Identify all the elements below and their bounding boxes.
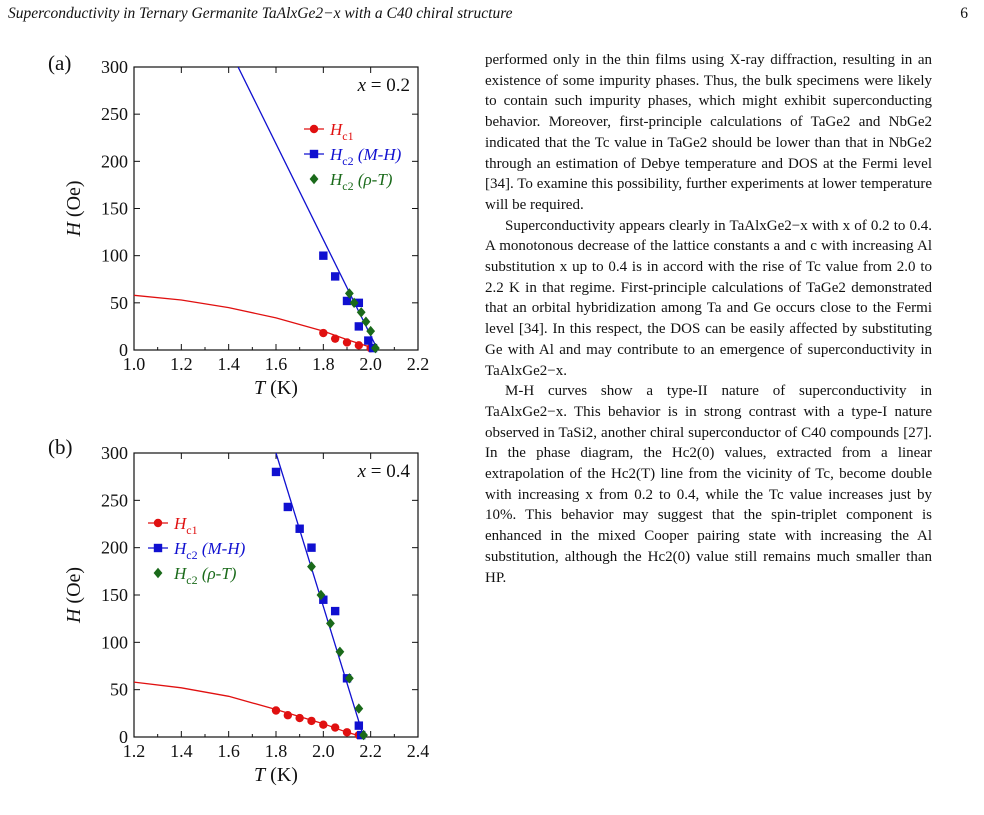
x-tick-label: 2.2 — [359, 741, 382, 761]
data-point — [361, 316, 371, 327]
y-tick-label: 0 — [119, 727, 128, 747]
legend-marker — [309, 173, 319, 185]
y-tick-label: 100 — [101, 632, 128, 652]
data-point — [356, 307, 366, 318]
x-tick-label: 1.2 — [170, 354, 193, 374]
data-point — [342, 728, 352, 737]
data-point — [271, 467, 281, 477]
y-tick-label: 0 — [119, 340, 128, 360]
x-tick-label: 1.8 — [312, 354, 335, 374]
data-point — [342, 296, 352, 306]
legend-label: Hc2 (ρ-T) — [173, 564, 237, 587]
composition-label: x = 0.2 — [357, 75, 410, 96]
data-point — [283, 711, 293, 720]
legend-marker — [153, 567, 163, 579]
data-point — [335, 646, 345, 657]
data-point — [366, 325, 376, 337]
data-point — [354, 703, 364, 714]
x-tick-label: 2.4 — [407, 741, 430, 761]
data-point — [344, 673, 354, 684]
data-point — [354, 721, 364, 730]
x-tick-label: 2.0 — [359, 354, 382, 374]
data-point — [319, 328, 328, 338]
y-tick-label: 200 — [101, 538, 128, 558]
panel-label: (b) — [48, 435, 73, 459]
x-tick-label: 1.6 — [265, 354, 288, 374]
paragraph-1: performed only in the thin films using X… — [485, 52, 932, 213]
fit-line — [237, 67, 379, 350]
x-tick-label: 1.4 — [170, 741, 193, 761]
y-axis-label: H (Oe) — [63, 567, 85, 624]
x-axis-label: T (K) — [254, 377, 298, 399]
x-tick-label: 2.0 — [312, 741, 335, 761]
legend-marker — [153, 543, 163, 553]
data-point — [295, 524, 304, 533]
x-tick-label: 1.6 — [217, 741, 240, 761]
plot-frame — [133, 452, 419, 738]
composition-label: x = 0.4 — [357, 461, 411, 482]
y-tick-label: 300 — [101, 57, 128, 77]
running-head-title: Superconductivity in Ternary Germanite T… — [8, 5, 513, 22]
plot-frame — [133, 66, 419, 351]
fit-line — [134, 681, 364, 737]
y-tick-label: 150 — [101, 199, 128, 219]
paragraph-3: M-H curves show a type-II nature of supe… — [485, 383, 932, 586]
data-point — [319, 720, 328, 729]
y-axis-label: H (Oe) — [63, 180, 85, 237]
data-point — [330, 723, 340, 732]
data-point — [371, 342, 380, 354]
data-point — [342, 338, 352, 347]
data-point — [330, 606, 340, 616]
data-point — [316, 589, 326, 601]
data-point — [307, 561, 316, 572]
data-point — [307, 543, 316, 552]
y-tick-label: 150 — [101, 585, 128, 605]
data-point — [354, 322, 364, 331]
x-tick-label: 1.2 — [123, 741, 146, 761]
y-tick-label: 50 — [110, 293, 128, 313]
figure: 1.0 1.2 1.4 1.6 1.8 2.0 2.2 0 50 100 150 200 250 300 T… — [0, 0, 470, 815]
legend-marker — [309, 149, 319, 159]
x-tick-label: 2.2 — [407, 354, 430, 374]
data-point — [354, 341, 364, 350]
legend-label: Hc2 (M-H) — [329, 145, 402, 168]
panel-label: (a) — [48, 51, 71, 75]
data-point — [364, 336, 373, 345]
body-column: performed only in the thin films using X… — [485, 50, 932, 588]
x-tick-label: 1.4 — [217, 354, 240, 374]
page-number: 6 — [960, 5, 968, 22]
y-tick-label: 250 — [101, 490, 128, 510]
data-point — [344, 288, 354, 299]
data-point — [319, 251, 328, 260]
paragraph-2: Superconductivity appears clearly in TaA… — [485, 217, 932, 379]
legend-marker — [153, 518, 163, 528]
data-point — [330, 334, 340, 343]
y-tick-label: 50 — [110, 680, 128, 700]
y-tick-label: 300 — [101, 443, 128, 463]
legend-label: Hc1 — [173, 514, 198, 537]
data-point — [295, 713, 304, 723]
data-point — [349, 297, 359, 309]
data-point — [271, 706, 281, 715]
legend-label: Hc1 — [329, 120, 354, 143]
data-point — [326, 618, 335, 629]
data-point — [354, 298, 364, 308]
x-tick-label: 1.8 — [265, 741, 288, 761]
y-tick-label: 100 — [101, 246, 128, 266]
data-point — [307, 716, 316, 726]
legend-label: Hc2 (ρ-T) — [329, 170, 393, 193]
running-head: Superconductivity in Ternary Germanite T… — [8, 2, 976, 26]
y-tick-label: 200 — [101, 151, 128, 171]
x-axis-label: T (K) — [254, 764, 298, 786]
legend-marker — [309, 124, 319, 134]
x-tick-label: 1.0 — [123, 354, 146, 374]
legend-label: Hc2 (M-H) — [173, 539, 246, 562]
y-tick-label: 250 — [101, 104, 128, 124]
fit-line — [134, 294, 379, 350]
phase-diagram-figure: 1.0 1.2 1.4 1.6 1.8 2.0 2.2 0 50 100 150 200 250 300 T… — [48, 51, 430, 786]
data-point — [330, 272, 340, 281]
data-point — [319, 595, 328, 604]
data-point — [283, 502, 293, 512]
data-point — [359, 729, 368, 741]
